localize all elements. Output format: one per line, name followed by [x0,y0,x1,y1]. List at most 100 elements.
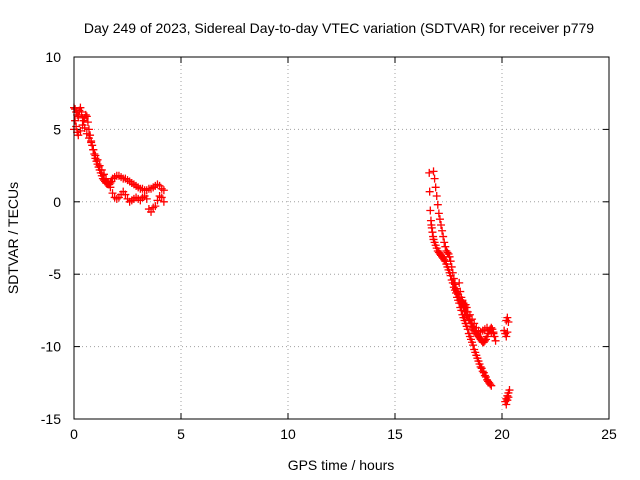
data-point-afternoon-secondary [449,274,458,283]
data-point-morning-lower [99,170,108,179]
y-tick-label: -15 [41,411,61,427]
data-point-afternoon-main [463,325,472,334]
y-tick-label: 0 [53,194,61,210]
data-point-afternoon-main [425,187,434,196]
data-point-morning-lower [95,161,104,170]
data-point-morning-lower [151,202,160,211]
x-tick-label: 20 [494,426,510,442]
y-tick-label: -10 [41,339,61,355]
data-point-late-cluster [505,386,514,395]
data-point-late-cluster [503,313,512,322]
data-point-morning-lower [149,203,158,212]
data-point-afternoon-tail [462,303,471,312]
data-point-afternoon-secondary [433,200,442,209]
data-point-late-cluster [504,393,513,402]
data-point-morning-lower [89,145,98,154]
data-point-afternoon-main [425,168,434,177]
data-point-afternoon-main [486,380,495,389]
data-point-morning-lower [155,192,164,201]
data-point-morning-lower [74,131,83,140]
data-point-afternoon-secondary [440,238,449,247]
data-point-afternoon-secondary [435,215,444,224]
data-point-afternoon-tail [465,310,474,319]
data-point-morning-upper [76,103,85,112]
data-point-afternoon-secondary [439,232,448,241]
data-point-morning-upper [83,118,92,127]
data-point-morning-lower [121,190,130,199]
data-point-morning-upper [159,186,168,195]
data-point-morning-upper [82,112,91,121]
data-point-afternoon-tail [456,287,465,296]
data-point-morning-lower [76,126,85,135]
data-point-afternoon-main [476,362,485,371]
data-point-morning-lower [91,151,100,160]
y-tick-label: 5 [53,121,61,137]
data-point-late-cluster [503,328,512,337]
data-point-afternoon-secondary [448,268,457,277]
data-point-afternoon-main [480,371,489,380]
data-point-morning-upper [81,110,90,119]
data-point-morning-upper [77,108,86,117]
data-point-afternoon-secondary [434,209,443,218]
x-tick-label: 5 [177,426,185,442]
data-point-afternoon-tail [470,319,479,328]
data-point-afternoon-main [469,341,478,350]
data-point-morning-lower [153,196,162,205]
data-point-morning-lower [80,123,89,132]
data-point-morning-upper [84,125,93,134]
data-point-morning-upper [90,150,99,159]
data-point-morning-upper [74,112,83,121]
data-point-morning-lower [84,134,93,143]
data-point-morning-lower [157,193,166,202]
data-points-layer [70,103,514,409]
data-point-afternoon-main [478,367,487,376]
data-point-late-cluster [502,400,511,409]
data-point-morning-lower [93,155,102,164]
data-point-morning-upper [73,110,82,119]
data-point-afternoon-secondary [445,252,454,261]
data-point-morning-lower [104,178,113,187]
x-tick-label: 0 [70,426,78,442]
data-point-morning-lower [142,194,151,203]
data-point-afternoon-secondary [430,174,439,183]
y-tick-label: -5 [49,266,62,282]
axis-layer: 0 5 10 15 20 25 10 5 0 -5 -10 -15 [41,49,617,442]
data-point-afternoon-secondary [429,167,438,176]
data-point-late-cluster [502,332,511,341]
data-point-afternoon-secondary [480,336,489,345]
data-point-afternoon-secondary [450,280,459,289]
data-point-morning-lower [87,138,96,147]
data-point-afternoon-secondary [446,257,455,266]
x-tick-label: 10 [280,426,296,442]
data-point-afternoon-tail [455,278,464,287]
chart-title: Day 249 of 2023, Sidereal Day-to-day VTE… [84,20,594,36]
data-point-afternoon-secondary [443,248,452,257]
x-axis-label: GPS time / hours [288,457,395,473]
plot-frame [73,56,610,420]
data-point-afternoon-secondary [432,192,441,201]
data-point-morning-lower [97,165,106,174]
data-point-afternoon-main [487,381,496,390]
data-point-afternoon-main [426,206,435,215]
data-point-morning-lower [147,207,156,216]
data-point-afternoon-secondary [447,262,456,271]
data-point-afternoon-secondary [437,220,446,229]
x-tick-label: 15 [387,426,403,442]
data-point-afternoon-secondary [431,183,440,192]
data-point-late-cluster [504,317,513,326]
data-point-afternoon-tail [489,329,498,338]
data-point-afternoon-main [440,255,449,264]
data-point-afternoon-secondary [438,226,447,235]
data-point-morning-lower [106,183,115,192]
y-axis-label: SDTVAR / TECUs [5,182,21,294]
data-point-morning-lower [102,174,111,183]
data-point-morning-lower [82,129,91,138]
data-point-afternoon-tail [468,315,477,324]
data-point-afternoon-secondary [491,336,500,345]
data-point-morning-lower [159,197,168,206]
data-point-afternoon-secondary [441,242,450,251]
x-tick-label: 25 [601,426,617,442]
grid-layer [74,57,609,419]
y-tick-label: 10 [45,49,61,65]
